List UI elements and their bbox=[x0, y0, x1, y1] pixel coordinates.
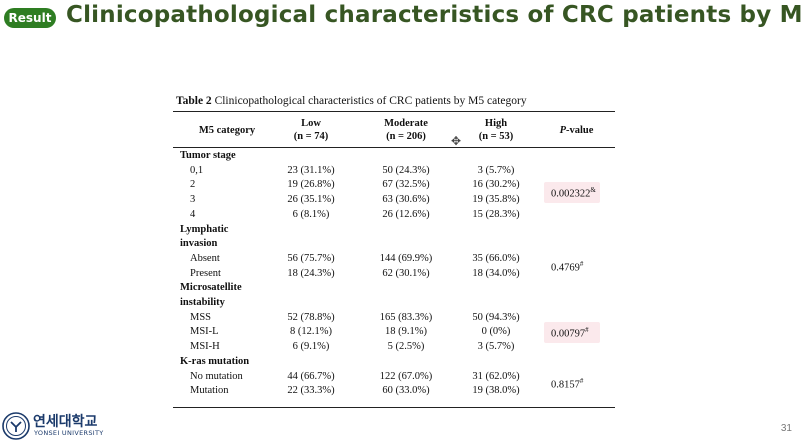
result-badge: Result bbox=[4, 8, 56, 28]
cell-low: 26 (35.1%) bbox=[287, 194, 335, 206]
pvalue-test-mark: # bbox=[579, 377, 584, 386]
table-caption: Table 2 Clinicopathological characterist… bbox=[176, 95, 527, 107]
cell-high: 35 (66.0%) bbox=[472, 252, 520, 264]
cell-moderate: 50 (24.3%) bbox=[382, 164, 430, 176]
col-header-high: High (n = 53) bbox=[461, 117, 531, 143]
cell-low: 8 (12.1%) bbox=[290, 326, 332, 338]
group-label: K-ras mutation bbox=[180, 355, 250, 367]
row-label: MSS bbox=[190, 311, 212, 323]
pvalue-test-mark: & bbox=[590, 186, 596, 195]
cell-high: 0 (0%) bbox=[481, 326, 511, 338]
pvalue-test-mark: # bbox=[585, 325, 589, 334]
pvalue-value: 0.002322 bbox=[551, 188, 591, 200]
group-label: Tumor stage bbox=[180, 150, 236, 161]
cell-low: 56 (75.7%) bbox=[287, 252, 335, 264]
col-header-low: Low (n = 74) bbox=[276, 117, 346, 143]
table-caption-number: Table 2 bbox=[176, 95, 212, 107]
slide-title: Clinicopathological characteristics of C… bbox=[66, 2, 803, 28]
pvalue-highlight bbox=[544, 321, 600, 343]
page-number: 31 bbox=[780, 423, 792, 434]
table-caption-text: Clinicopathological characteristics of C… bbox=[211, 95, 527, 107]
col-header-pvalue-italic: P bbox=[559, 125, 566, 136]
row-label: 0,1 bbox=[190, 164, 204, 176]
pvalue-value: 0.00797 bbox=[551, 328, 586, 340]
cell-moderate: 26 (12.6%) bbox=[382, 208, 430, 220]
cell-low: 52 (78.8%) bbox=[287, 311, 335, 323]
pvalue-cell: 0.002322& bbox=[551, 186, 596, 200]
group-label: Microsatellite bbox=[180, 282, 242, 294]
cell-moderate: 122 (67.0%) bbox=[379, 370, 433, 382]
cell-low: 18 (24.3%) bbox=[287, 267, 335, 279]
col-header-pvalue-rest: -value bbox=[566, 125, 594, 136]
cell-moderate: 5 (2.5%) bbox=[387, 341, 425, 353]
university-name-korean: 연세대학교 bbox=[33, 414, 98, 430]
cell-moderate: 62 (30.1%) bbox=[382, 267, 430, 279]
row-label: 4 bbox=[190, 208, 196, 220]
cell-low: 23 (31.1%) bbox=[287, 164, 335, 176]
col-header-low-n: (n = 74) bbox=[293, 131, 329, 142]
cell-low: 6 (8.1%) bbox=[292, 208, 330, 220]
col-header-category: M5 category bbox=[198, 125, 256, 136]
cell-moderate: 165 (83.3%) bbox=[379, 311, 433, 323]
cell-moderate: 63 (30.6%) bbox=[382, 194, 430, 206]
cell-moderate: 67 (32.5%) bbox=[382, 179, 430, 191]
cell-high: 50 (94.3%) bbox=[472, 311, 520, 323]
row-label: Absent bbox=[190, 252, 220, 264]
pvalue-cell: 0.4769# bbox=[551, 260, 583, 274]
cell-low: 6 (9.1%) bbox=[292, 341, 330, 353]
move-cursor-icon: ✥ bbox=[451, 134, 462, 148]
cell-high: 19 (38.0%) bbox=[472, 385, 520, 397]
row-label: Present bbox=[190, 267, 221, 279]
row-label: MSI-H bbox=[190, 341, 220, 353]
cell-moderate: 144 (69.9%) bbox=[379, 252, 433, 264]
table-header-rule bbox=[173, 147, 615, 148]
group-label: invasion bbox=[180, 238, 218, 250]
cell-high: 31 (62.0%) bbox=[472, 370, 520, 382]
pvalue-cell: 0.00797# bbox=[551, 326, 589, 340]
cell-high: 19 (35.8%) bbox=[472, 194, 520, 206]
row-label: MSI-L bbox=[190, 326, 219, 338]
row-label: No mutation bbox=[190, 370, 243, 382]
col-header-moderate-label: Moderate bbox=[384, 118, 428, 129]
col-header-moderate: Moderate (n = 206) bbox=[366, 117, 446, 143]
cell-low: 44 (66.7%) bbox=[287, 370, 335, 382]
table-top-rule bbox=[173, 111, 615, 112]
col-header-pvalue: P-value bbox=[538, 124, 615, 137]
row-label: 2 bbox=[190, 179, 196, 191]
group-label: Lymphatic bbox=[180, 223, 229, 235]
cell-low: 19 (26.8%) bbox=[287, 179, 335, 191]
pvalue-cell: 0.8157# bbox=[551, 377, 583, 391]
yonsei-logo-icon bbox=[2, 412, 30, 440]
cell-high: 3 (5.7%) bbox=[477, 341, 515, 353]
cell-high: 3 (5.7%) bbox=[477, 164, 515, 176]
col-header-high-label: High bbox=[484, 118, 508, 129]
pvalue-value: 0.4769 bbox=[551, 262, 580, 274]
cell-high: 16 (30.2%) bbox=[472, 179, 520, 191]
cell-low: 22 (33.3%) bbox=[287, 385, 335, 397]
pvalue-test-mark: # bbox=[579, 259, 584, 268]
cell-moderate: 18 (9.1%) bbox=[385, 326, 427, 338]
pvalue-value: 0.8157 bbox=[551, 379, 580, 391]
characteristics-table: M5 category Low (n = 74) Moderate (n = 2… bbox=[173, 111, 615, 408]
cell-high: 18 (34.0%) bbox=[472, 267, 520, 279]
university-name-english: YONSEI UNIVERSITY bbox=[34, 429, 104, 437]
col-header-low-label: Low bbox=[301, 118, 321, 129]
cell-high: 15 (28.3%) bbox=[472, 208, 520, 220]
group-label: instability bbox=[180, 297, 225, 308]
pvalue-highlight bbox=[544, 182, 600, 204]
col-header-moderate-n: (n = 206) bbox=[386, 131, 426, 142]
row-label: Mutation bbox=[190, 385, 229, 397]
table-bottom-rule bbox=[173, 407, 615, 408]
col-header-high-n: (n = 53) bbox=[478, 131, 514, 142]
cell-moderate: 60 (33.0%) bbox=[382, 385, 430, 397]
row-label: 3 bbox=[190, 194, 196, 206]
